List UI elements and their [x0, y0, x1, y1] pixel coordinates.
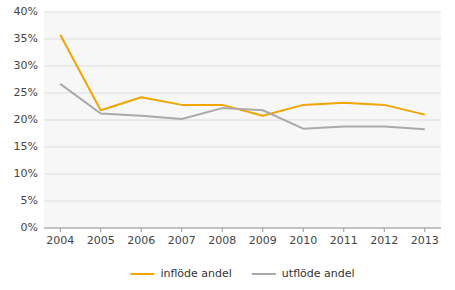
y-tick-label: 40%: [14, 5, 38, 18]
x-tick: [424, 228, 425, 232]
legend-label: utflöde andel: [282, 267, 355, 280]
x-tick: [303, 228, 304, 232]
x-tick-label: 2011: [330, 234, 358, 247]
y-tick-label: 30%: [14, 59, 38, 72]
x-tick: [343, 228, 344, 232]
grid-line: [44, 201, 441, 202]
grid-line: [44, 174, 441, 175]
grid-line: [44, 228, 441, 229]
chart-container: 0%5%10%15%20%25%30%35%40%200420052006200…: [0, 0, 455, 290]
legend-swatch: [130, 273, 154, 275]
x-tick: [262, 228, 263, 232]
x-tick-label: 2013: [411, 234, 439, 247]
x-tick-label: 2012: [370, 234, 398, 247]
grid-line: [44, 120, 441, 121]
x-tick: [60, 228, 61, 232]
grid-line: [44, 147, 441, 148]
series-group: [60, 35, 425, 129]
x-tick-label: 2005: [87, 234, 115, 247]
legend-item: inflöde andel: [130, 267, 231, 280]
y-tick-label: 5%: [21, 194, 38, 207]
y-tick-label: 35%: [14, 32, 38, 45]
x-axis-line: [44, 228, 441, 229]
legend-label: inflöde andel: [160, 267, 231, 280]
y-tick-label: 20%: [14, 113, 38, 126]
x-tick-label: 2007: [168, 234, 196, 247]
legend-item: utflöde andel: [252, 267, 355, 280]
x-tick-label: 2004: [46, 234, 74, 247]
series-line: [60, 84, 425, 129]
x-tick-label: 2006: [127, 234, 155, 247]
x-tick: [181, 228, 182, 232]
grid-line: [44, 66, 441, 67]
grid-line: [44, 12, 441, 13]
y-tick-label: 0%: [21, 221, 38, 234]
x-tick-label: 2010: [289, 234, 317, 247]
series-line: [60, 35, 425, 116]
x-tick-label: 2009: [249, 234, 277, 247]
grid-line: [44, 93, 441, 94]
x-tick: [141, 228, 142, 232]
x-tick: [100, 228, 101, 232]
chart-svg: 0%5%10%15%20%25%30%35%40%200420052006200…: [0, 0, 455, 290]
y-tick-label: 15%: [14, 140, 38, 153]
x-axis: 2004 2005 2006 2007 2008 2009 2010 2011 2012 2013: [44, 228, 441, 247]
x-tick: [384, 228, 385, 232]
grid-line: [44, 39, 441, 40]
y-tick-label: 10%: [14, 167, 38, 180]
y-tick-label: 25%: [14, 86, 38, 99]
y-axis: 0% 5% 10% 15% 20% 25% 30% 35% 40%: [14, 5, 441, 234]
legend: inflöde andel utflöde andel: [130, 267, 354, 280]
x-tick-label: 2008: [208, 234, 236, 247]
legend-swatch: [252, 273, 276, 275]
plot-background: [44, 12, 441, 228]
x-tick: [222, 228, 223, 232]
